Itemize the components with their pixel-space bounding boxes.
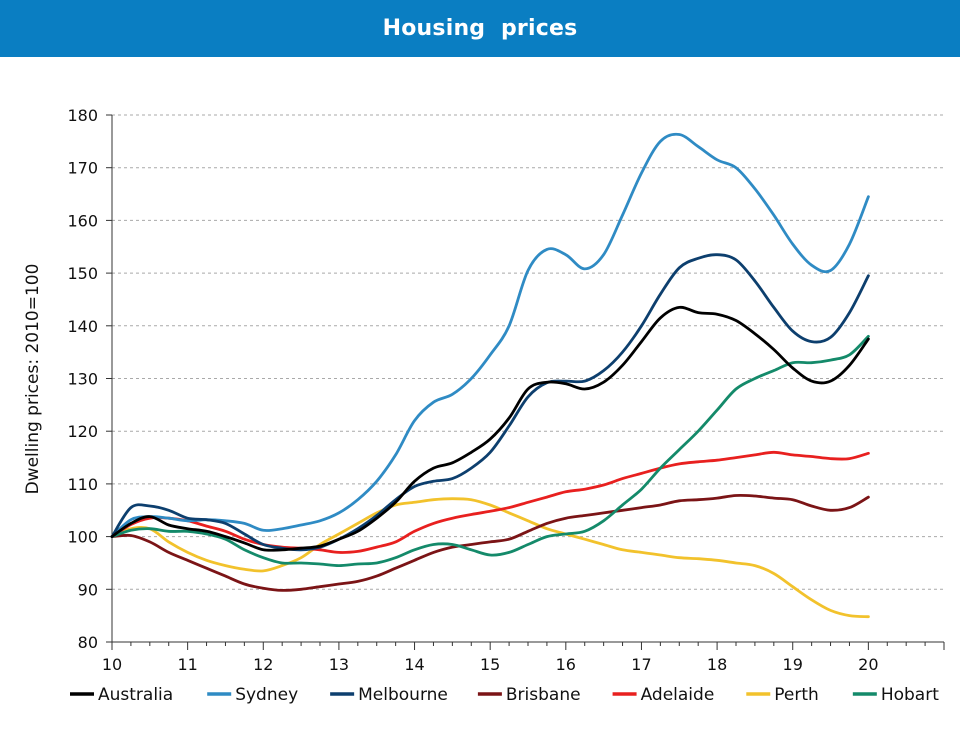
legend-label: Australia: [98, 685, 173, 705]
legend-label: Hobart: [881, 685, 939, 705]
y-tick-label: 110: [67, 475, 98, 494]
series-line-perth: [110, 497, 870, 619]
chart-title: Housing prices: [382, 16, 578, 41]
y-tick-label: 100: [67, 528, 98, 547]
series-line-brisbane: [110, 493, 870, 592]
legend-item-brisbane: Brisbane: [477, 685, 581, 705]
legend-item-hobart: Hobart: [852, 685, 939, 705]
series-line-melbourne: [110, 253, 870, 552]
x-tick-label: 14: [404, 655, 424, 674]
series-lines: [110, 132, 870, 619]
legend-label: Adelaide: [641, 685, 715, 705]
axes: 80 90 100 110 120 130 140 150 160 170 180 10 11 12 13 1…: [67, 106, 945, 674]
y-tick-label: 170: [67, 159, 98, 178]
legend-item-melbourne: Melbourne: [330, 685, 448, 705]
legend-item-australia: Australia: [70, 685, 173, 705]
legend: Australia Sydney Melbourne Brisbane Adelaide…: [70, 685, 939, 705]
legend-item-perth: Perth: [746, 685, 819, 705]
legend-label: Melbourne: [358, 685, 448, 705]
y-tick-label: 160: [67, 211, 98, 230]
series-line-australia: [110, 305, 870, 552]
legend-item-sydney: Sydney: [207, 685, 298, 705]
series-line-sydney: [110, 132, 870, 538]
y-tick-label: 180: [67, 106, 98, 125]
x-tick-label: 17: [631, 655, 651, 674]
chart-title-banner: Housing prices: [0, 0, 960, 57]
y-axis-title: Dwelling prices: 2010=100: [23, 264, 43, 495]
y-tick-label: 130: [67, 370, 98, 389]
x-tick-label: 13: [329, 655, 349, 674]
legend-label: Sydney: [235, 685, 298, 705]
x-tick-label: 20: [858, 655, 878, 674]
x-tick-label: 10: [102, 655, 122, 674]
x-tick-label: 11: [177, 655, 197, 674]
x-tick-label: 18: [707, 655, 727, 674]
legend-label: Perth: [774, 685, 819, 705]
grid-lines: [112, 114, 944, 590]
y-tick-label: 150: [67, 264, 98, 283]
x-tick-label: 19: [783, 655, 803, 674]
x-tick-label: 15: [480, 655, 500, 674]
series-line-adelaide: [110, 450, 870, 554]
series-line-hobart: [110, 334, 870, 567]
x-tick-label: 12: [253, 655, 273, 674]
legend-label: Brisbane: [506, 685, 581, 705]
legend-item-adelaide: Adelaide: [612, 685, 715, 705]
y-tick-label: 90: [78, 580, 98, 599]
x-tick-label: 16: [556, 655, 576, 674]
y-tick-label: 80: [78, 633, 98, 652]
y-tick-label: 140: [67, 317, 98, 336]
y-tick-label: 120: [67, 422, 98, 441]
